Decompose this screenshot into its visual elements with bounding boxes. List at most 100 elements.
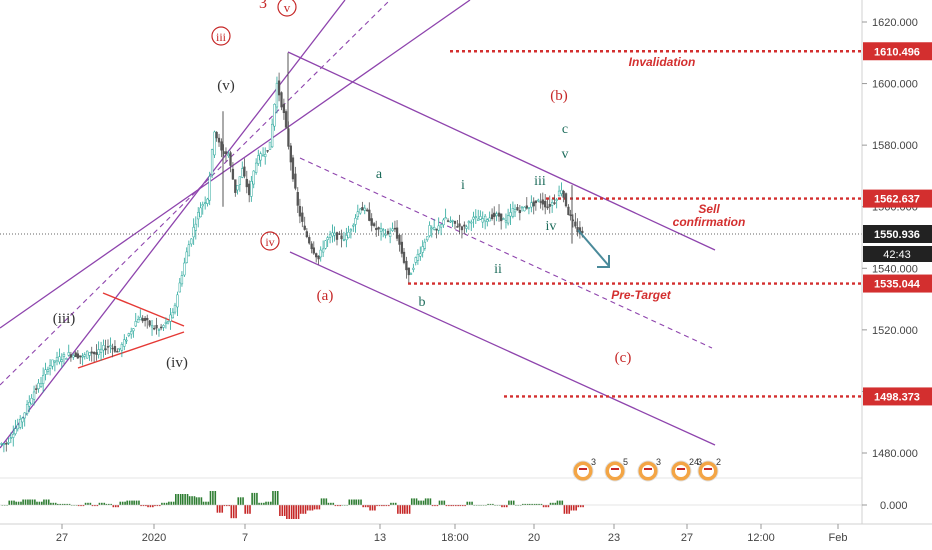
candle-body xyxy=(516,207,519,211)
oscillator-bar xyxy=(43,499,45,505)
oscillator-bar xyxy=(263,502,265,505)
oscillator-bar xyxy=(579,505,582,508)
candle-body xyxy=(2,443,6,445)
oscillator-bar xyxy=(526,503,529,505)
oscillator-bar xyxy=(445,505,448,507)
event-badge[interactable]: 3 xyxy=(637,457,661,482)
oscillator-bar xyxy=(135,500,138,505)
oscillator-bar xyxy=(202,501,205,505)
oscillator-bar xyxy=(448,505,450,507)
time-axis[interactable]: 27 2020 7 13 18:00 20 23 27 12:00 Feb xyxy=(0,523,932,544)
oscillator-bar xyxy=(87,502,89,505)
candle-body xyxy=(224,151,228,155)
event-badge[interactable]: 3 xyxy=(572,457,596,482)
oscillator-bar xyxy=(163,502,166,505)
candle-body xyxy=(164,321,168,324)
oscillator-bar xyxy=(318,505,321,510)
oscillator-bar xyxy=(66,503,68,505)
event-badge[interactable]: 2 xyxy=(697,457,721,482)
oscillator-bar xyxy=(441,500,443,505)
candle-body xyxy=(141,318,144,322)
candle-body xyxy=(275,82,279,108)
candle-body xyxy=(9,437,12,439)
candle-body xyxy=(405,260,408,271)
candle-body xyxy=(210,149,214,175)
candle-body xyxy=(173,304,177,313)
candle-body xyxy=(62,354,66,357)
candle-body xyxy=(215,131,218,139)
candle-body xyxy=(69,354,73,358)
oscillator-bar xyxy=(36,501,38,505)
candle-body xyxy=(321,248,325,253)
oscillator-bar xyxy=(492,503,494,505)
candle-body xyxy=(37,382,40,389)
current-price-text: 1550.936 xyxy=(874,229,920,241)
flag-icon-inner xyxy=(675,465,687,477)
y-tick-label: 1600.000 xyxy=(872,79,918,91)
event-badges[interactable]: 3 5 3 24 23 xyxy=(572,457,721,482)
candle-body xyxy=(386,230,390,235)
candle-body xyxy=(132,328,135,332)
oscillator-bar xyxy=(399,505,402,514)
candle-body xyxy=(25,404,29,414)
oscillator-bar xyxy=(473,505,476,506)
x-tick-label: 27 xyxy=(56,532,68,544)
candle-body xyxy=(58,356,61,363)
y-tick-label: 1540.000 xyxy=(872,263,918,275)
oscillator-bar xyxy=(59,503,62,505)
candle-body xyxy=(523,206,526,212)
candle-body xyxy=(169,314,172,322)
oscillator-bar xyxy=(417,500,420,505)
candle-body xyxy=(41,375,45,384)
oscillator-bar xyxy=(131,500,133,505)
event-badge[interactable]: 24 xyxy=(670,457,699,482)
candle-body xyxy=(39,383,43,387)
event-badge[interactable]: 5 xyxy=(604,457,628,482)
event-badge-count: 5 xyxy=(623,457,628,467)
candle-body xyxy=(472,216,475,220)
candle-body xyxy=(555,199,558,201)
candle-body xyxy=(192,226,195,238)
candle-body xyxy=(231,168,235,180)
pre-target-label: Pre-Target xyxy=(611,288,672,302)
flag-icon-inner xyxy=(609,465,621,477)
oscillator-bar xyxy=(320,498,323,505)
candle-body xyxy=(102,345,105,351)
candle-body xyxy=(199,207,202,218)
candle-body xyxy=(359,208,362,214)
x-tick-label: 2020 xyxy=(142,532,166,544)
oscillator-bar xyxy=(225,505,228,507)
triangle-lower xyxy=(77,331,185,369)
oscillator-bar xyxy=(436,505,439,507)
wave-label-b_paren: (b) xyxy=(550,88,568,104)
oscillator-bar xyxy=(535,503,538,505)
oscillator-bar xyxy=(68,503,71,505)
oscillator-bar xyxy=(198,497,200,505)
oscillator-bar xyxy=(327,502,330,505)
oscillator-bar xyxy=(572,505,575,511)
oscillator-bar xyxy=(117,505,119,508)
oscillator-bar xyxy=(47,499,50,505)
candle-body xyxy=(291,157,295,180)
candle-body xyxy=(527,207,531,209)
candle-body xyxy=(162,325,165,328)
oscillator-bar xyxy=(427,498,429,505)
candle-body xyxy=(155,324,158,329)
candle-body xyxy=(518,210,521,214)
candle-body xyxy=(513,209,517,213)
level-price-text: 1535.044 xyxy=(874,279,921,291)
oscillator-bar xyxy=(38,501,41,505)
oscillator-bar xyxy=(235,505,237,519)
oscillator-bar xyxy=(554,502,557,505)
candle-body xyxy=(21,417,24,423)
flag-stripe xyxy=(704,468,712,470)
candle-body xyxy=(437,225,440,231)
oscillator-bar xyxy=(568,505,571,514)
candle-body xyxy=(254,162,258,173)
oscillator-bar xyxy=(260,502,263,505)
candle-body xyxy=(90,351,93,354)
candle-body xyxy=(470,221,473,224)
candle-body xyxy=(116,350,119,353)
candle-body xyxy=(125,339,128,342)
